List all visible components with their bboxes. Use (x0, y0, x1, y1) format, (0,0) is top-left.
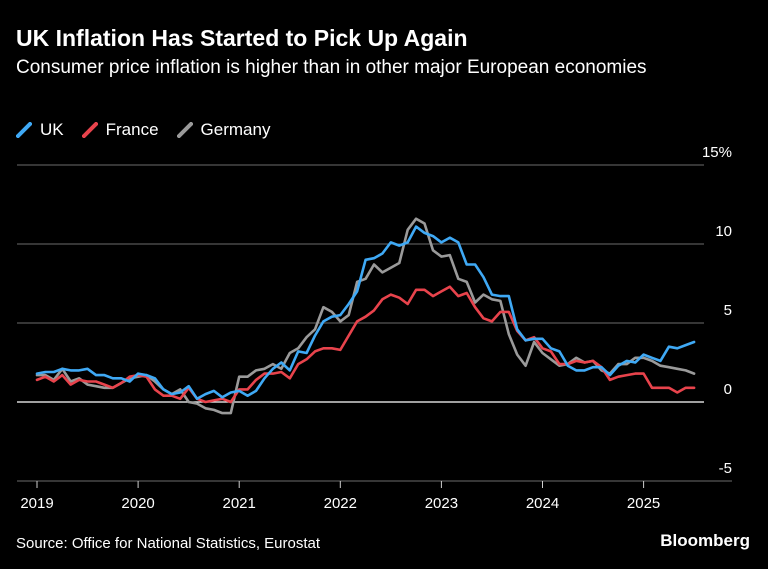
series-line-uk (35, 225, 696, 401)
legend-swatch-germany-mark (176, 122, 193, 138)
y-tick-label: -5 (719, 460, 732, 477)
legend-label-france: France (105, 120, 159, 139)
chart-subtitle: Consumer price inflation is higher than … (16, 57, 647, 78)
x-tick-label: 2023 (425, 495, 458, 512)
legend-swatch-germany (176, 122, 193, 138)
legend-swatch-france-mark (81, 122, 98, 138)
source-note: Source: Office for National Statistics, … (16, 535, 321, 552)
legend-label-germany: Germany (200, 120, 271, 139)
y-tick-label: 10 (715, 223, 732, 240)
y-tick-label: 5 (724, 302, 732, 319)
x-tick-label: 2021 (223, 495, 256, 512)
x-tick-label: 2020 (121, 495, 154, 512)
y-tick-label: 0 (724, 381, 732, 398)
x-tick-label: 2025 (627, 495, 660, 512)
legend-item-france: France (81, 120, 159, 140)
legend-swatch-uk (16, 122, 32, 138)
legend-item-germany: Germany (176, 120, 271, 140)
x-tick-label: 2022 (324, 495, 357, 512)
legend-swatch-france (81, 122, 98, 138)
legend-label-uk: UK (40, 120, 64, 139)
x-tick-label: 2019 (20, 495, 53, 512)
bloomberg-logo: Bloomberg (660, 531, 750, 550)
legend-swatch-uk-mark (16, 122, 32, 138)
legend-item-uk: UK (16, 120, 64, 140)
chart-legend: UK France Germany (16, 118, 288, 142)
series-line-france (35, 285, 696, 404)
y-tick-label: 15% (702, 144, 732, 161)
chart-title: UK Inflation Has Started to Pick Up Agai… (16, 25, 468, 51)
x-tick-label: 2024 (526, 495, 559, 512)
